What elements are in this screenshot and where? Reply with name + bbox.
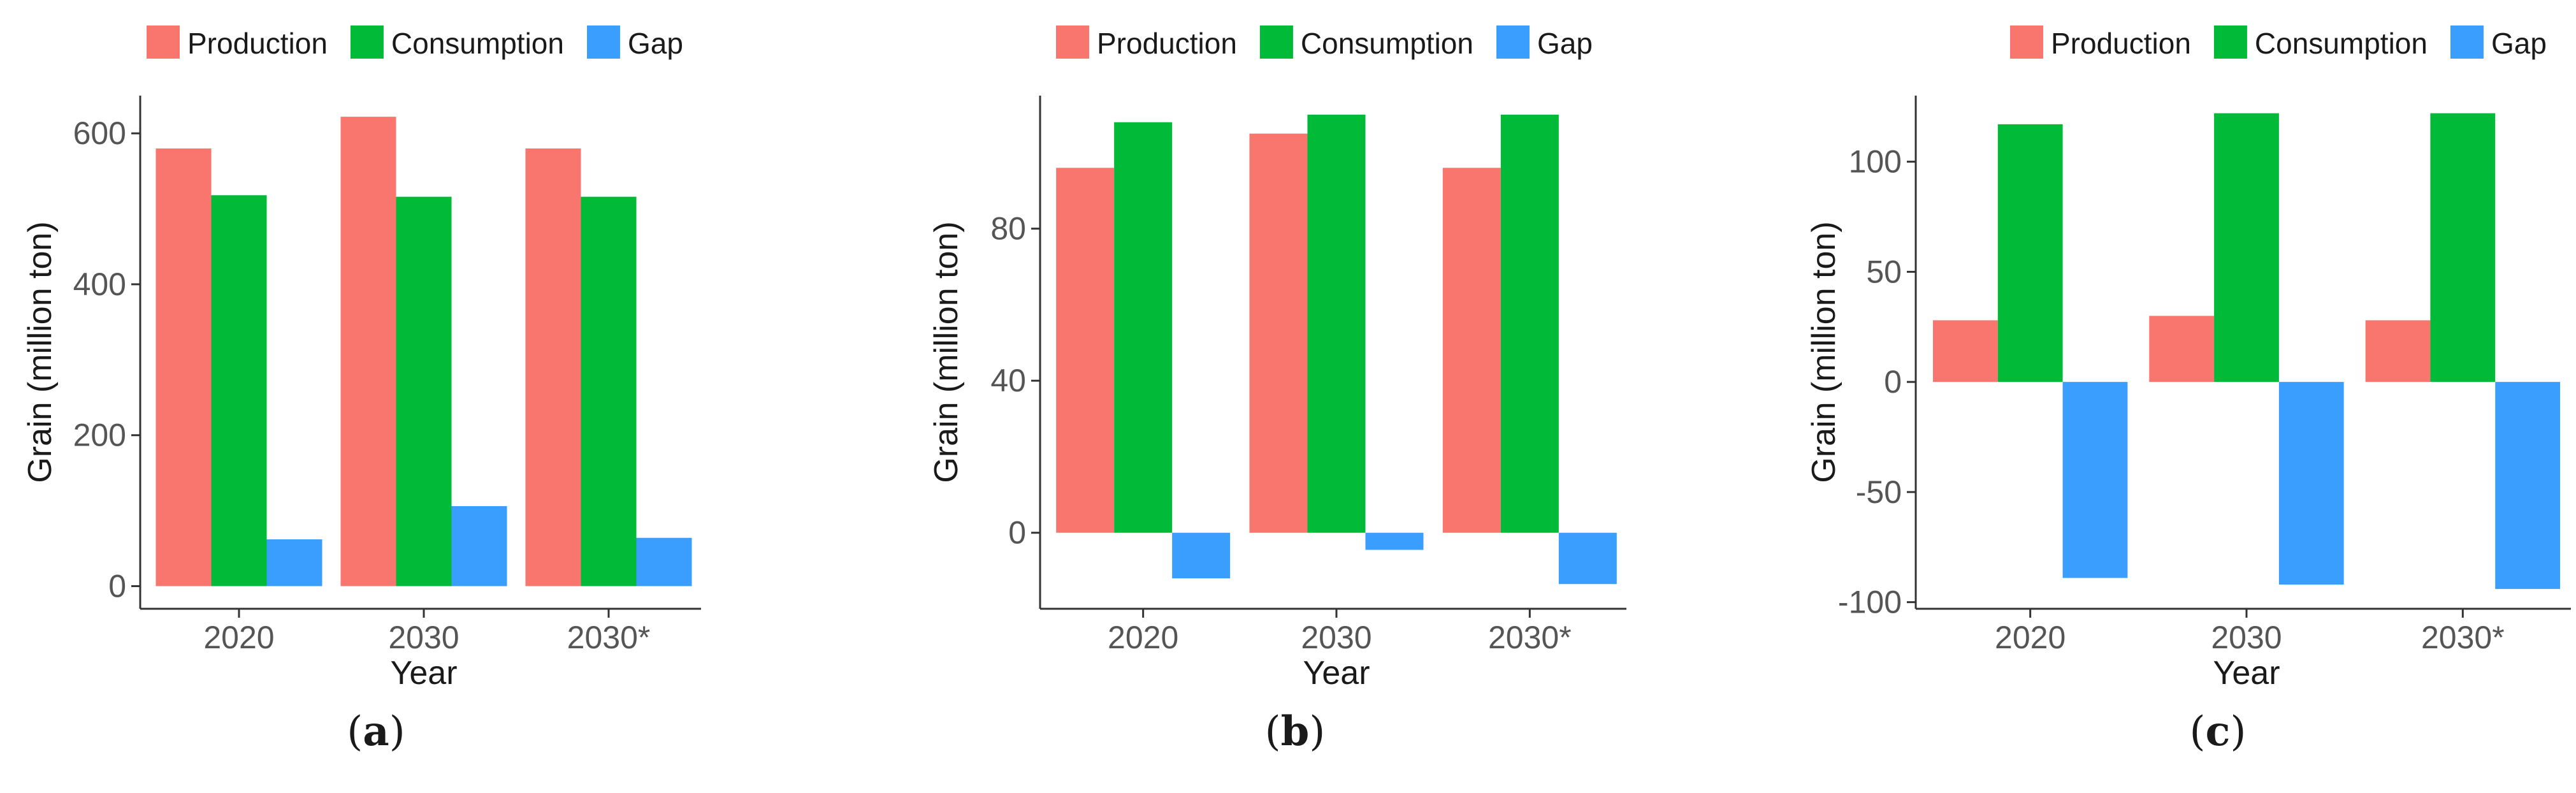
bar-gap-2030 bbox=[1365, 532, 1424, 550]
y-tick-label: 0 bbox=[1884, 364, 1902, 400]
bar-gap-2030 bbox=[451, 506, 507, 586]
chart-panel-c: Production Consumption Gap 2020 2030 2030* -10… bbox=[1717, 0, 2575, 793]
y-axis-title: Grain (million ton) bbox=[1805, 221, 1842, 483]
bar-production-2020 bbox=[1056, 168, 1115, 533]
legend: Production Consumption Gap bbox=[1056, 25, 1593, 60]
legend-label-production: Production bbox=[187, 27, 328, 60]
y-tick-label: -50 bbox=[1856, 474, 1902, 510]
y-tick-label: 400 bbox=[73, 266, 126, 302]
x-tick-label: 2030 bbox=[2211, 620, 2282, 655]
bar-consumption-2030 bbox=[2214, 113, 2279, 382]
y-tick-label: 200 bbox=[73, 418, 126, 453]
bar-production-2030star bbox=[1442, 168, 1501, 533]
y-tick-label: -100 bbox=[1838, 585, 1902, 620]
bar-consumption-2030 bbox=[396, 196, 452, 586]
x-tick-label: 2030* bbox=[567, 620, 651, 655]
bar-chart-b: Production Consumption Gap 2020 2030 2030* 0 40… bbox=[928, 25, 1626, 692]
bar-production-2030 bbox=[2149, 316, 2215, 382]
bar-consumption-2020 bbox=[1114, 122, 1173, 533]
bar-gap-2030 bbox=[2278, 382, 2344, 585]
legend-label-gap: Gap bbox=[2491, 27, 2547, 60]
x-tick-label: 2030 bbox=[1301, 620, 1371, 655]
x-tick-label: 2020 bbox=[1108, 620, 1178, 655]
legend-swatch-gap bbox=[2450, 25, 2484, 59]
legend-swatch-gap bbox=[1496, 25, 1530, 59]
legend-label-consumption: Consumption bbox=[391, 27, 564, 60]
legend-label-gap: Gap bbox=[628, 27, 683, 60]
panel-caption-b: (b) bbox=[1264, 708, 1326, 755]
x-axis-title: Year bbox=[2213, 655, 2280, 692]
x-tick-label: 2030* bbox=[1488, 620, 1572, 655]
bar-gap-2030star bbox=[1558, 532, 1617, 585]
y-tick-label: 50 bbox=[1866, 254, 1902, 289]
bar-chart-a: Production Consumption Gap 2020 2030 2030* 0 20… bbox=[22, 25, 701, 692]
bar-gap-2030star bbox=[636, 537, 692, 586]
legend-swatch-production bbox=[1056, 25, 1089, 59]
bar-production-2030 bbox=[1249, 133, 1308, 533]
legend-swatch-consumption bbox=[350, 25, 384, 59]
legend: Production Consumption Gap bbox=[147, 25, 683, 60]
bar-gap-2020 bbox=[266, 539, 322, 586]
y-tick-label: 600 bbox=[73, 115, 126, 151]
legend-swatch-consumption bbox=[1259, 25, 1293, 59]
bar-gap-2030star bbox=[2495, 382, 2561, 589]
x-axis-title: Year bbox=[390, 655, 457, 692]
bar-consumption-2030star bbox=[581, 196, 637, 586]
legend: Production Consumption Gap bbox=[2010, 25, 2547, 60]
x-tick-label: 2030 bbox=[388, 620, 459, 655]
y-tick-label: 0 bbox=[1008, 515, 1026, 551]
legend-label-gap: Gap bbox=[1537, 27, 1593, 60]
bar-production-2030 bbox=[340, 117, 396, 586]
bar-production-2030star bbox=[525, 148, 581, 586]
x-tick-label: 2020 bbox=[1995, 620, 2066, 655]
bar-gap-2020 bbox=[2062, 382, 2128, 578]
legend-swatch-production bbox=[147, 25, 180, 59]
x-axis-title: Year bbox=[1303, 655, 1370, 692]
y-tick-label: 80 bbox=[990, 211, 1026, 247]
legend-label-consumption: Consumption bbox=[2255, 27, 2428, 60]
bar-consumption-2030star bbox=[1500, 114, 1559, 533]
bar-production-2020 bbox=[156, 148, 212, 586]
chart-panel-a: Production Consumption Gap 2020 2030 2030* 0 20… bbox=[0, 0, 858, 793]
panel-caption-a: (a) bbox=[347, 708, 405, 755]
legend-swatch-production bbox=[2010, 25, 2043, 59]
panel-caption-c: (c) bbox=[2189, 708, 2247, 755]
legend-swatch-consumption bbox=[2213, 25, 2247, 59]
bar-consumption-2030 bbox=[1307, 114, 1366, 533]
x-tick-label: 2020 bbox=[203, 620, 274, 655]
bar-consumption-2020 bbox=[211, 195, 267, 586]
x-tick-label: 2030* bbox=[2421, 620, 2505, 655]
y-tick-label: 100 bbox=[1849, 144, 1902, 180]
bar-production-2030star bbox=[2365, 320, 2431, 382]
y-axis-title: Grain (million ton) bbox=[928, 221, 965, 483]
bar-production-2020 bbox=[1932, 320, 1998, 382]
y-axis-title: Grain (million ton) bbox=[22, 221, 59, 483]
bar-chart-c: Production Consumption Gap 2020 2030 2030* -10… bbox=[1805, 25, 2571, 692]
legend-label-production: Production bbox=[2051, 27, 2191, 60]
bar-gap-2020 bbox=[1172, 532, 1231, 579]
legend-label-consumption: Consumption bbox=[1301, 27, 1473, 60]
bar-consumption-2030star bbox=[2430, 113, 2496, 382]
chart-panel-b: Production Consumption Gap 2020 2030 2030* 0 40… bbox=[858, 0, 1717, 793]
bar-consumption-2020 bbox=[1997, 124, 2063, 382]
y-tick-label: 40 bbox=[990, 363, 1026, 398]
y-tick-label: 0 bbox=[108, 568, 126, 604]
legend-swatch-gap bbox=[586, 25, 620, 59]
legend-label-production: Production bbox=[1097, 27, 1237, 60]
